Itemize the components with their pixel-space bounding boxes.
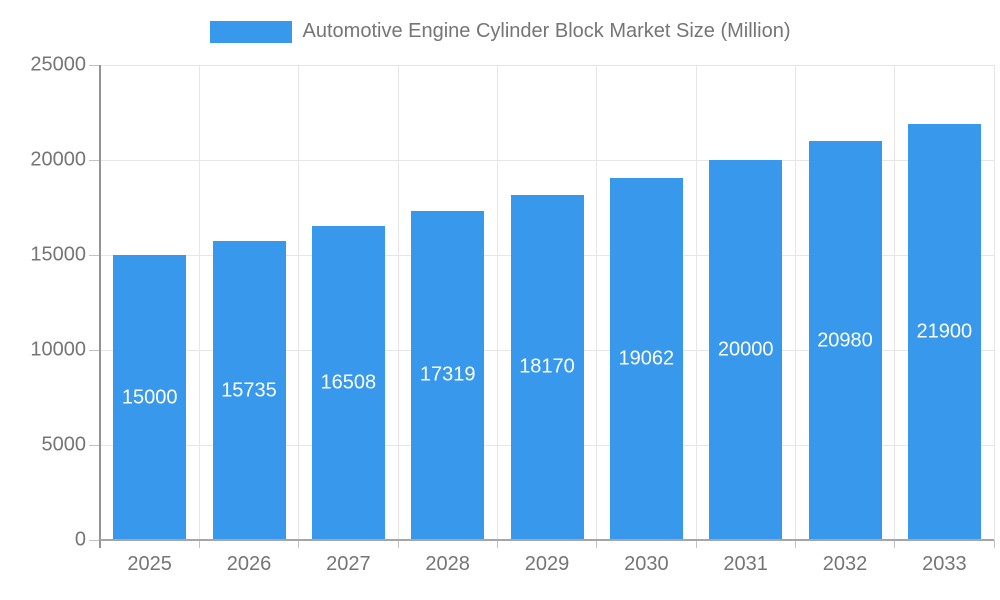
x-axis-line — [100, 539, 994, 541]
y-gridline — [100, 64, 994, 66]
y-axis-tick — [89, 349, 100, 351]
y-gridline — [100, 159, 994, 161]
bar-value-label: 20980 — [817, 329, 873, 352]
x-gridline — [695, 65, 697, 540]
x-gridline — [993, 65, 995, 540]
x-axis-category-label: 2025 — [127, 553, 172, 575]
bar: 17319 — [411, 210, 485, 540]
y-axis-tick — [89, 64, 100, 66]
x-axis-category-label: 2033 — [922, 553, 967, 575]
x-axis-category-label: 2029 — [524, 553, 570, 575]
y-axis-tick-label: 10000 — [30, 338, 86, 361]
legend-swatch-icon — [209, 20, 292, 43]
x-gridline — [596, 65, 598, 540]
bar: 16508 — [311, 226, 385, 540]
plot-area: 0 5000 10000 15000 20000 25000 15000 2025 15735 2… — [30, 54, 995, 575]
x-axis-tick — [596, 540, 598, 548]
bar-value-label: 21900 — [916, 320, 973, 343]
x-axis-tick — [198, 540, 200, 548]
y-axis-line — [99, 65, 101, 548]
y-axis-tick — [89, 254, 100, 256]
x-axis-category-label: 2031 — [723, 553, 768, 575]
bar-value-label: 17319 — [419, 363, 476, 386]
bar-value-label: 15000 — [121, 386, 178, 408]
x-axis-tick — [397, 540, 399, 548]
y-axis-tick-label: 0 — [74, 528, 86, 551]
x-axis-category-label: 2030 — [624, 553, 669, 575]
y-axis-tick-label: 25000 — [30, 53, 86, 76]
bar-value-label: 16508 — [320, 371, 377, 394]
x-axis-tick — [298, 540, 300, 548]
y-axis-tick-label: 15000 — [30, 243, 86, 266]
bar-value-label: 20000 — [717, 338, 774, 361]
bar: 15735 — [212, 241, 286, 540]
x-axis-category-label: 2032 — [822, 553, 868, 575]
bar-value-label: 15735 — [221, 379, 277, 402]
x-gridline — [198, 65, 200, 540]
chart-legend: Automotive Engine Cylinder Block Market … — [0, 20, 1000, 43]
x-axis-tick — [695, 540, 697, 548]
bar-value-label: 18170 — [519, 355, 575, 378]
x-gridline — [397, 65, 399, 540]
bar-value-label: 19062 — [618, 347, 675, 370]
bar: 18170 — [510, 194, 584, 540]
x-gridline — [298, 65, 300, 540]
bar: 20980 — [808, 141, 882, 540]
x-axis-category-label: 2027 — [326, 553, 371, 575]
x-axis-category-label: 2028 — [425, 553, 470, 575]
y-axis-tick — [89, 539, 100, 541]
bar: 20000 — [709, 160, 783, 540]
bar: 21900 — [907, 123, 981, 540]
bar: 19062 — [609, 177, 683, 540]
x-axis-category-label: 2026 — [226, 553, 272, 575]
x-gridline — [794, 65, 796, 540]
x-axis-tick — [496, 540, 498, 548]
x-gridline — [496, 65, 498, 540]
x-axis-tick — [993, 540, 995, 548]
x-gridline — [894, 65, 896, 540]
x-axis-tick — [794, 540, 796, 548]
bar: 15000 — [113, 255, 187, 540]
y-axis-tick — [89, 159, 100, 161]
y-axis-tick-label: 5000 — [41, 433, 87, 456]
y-axis-tick-label: 20000 — [30, 148, 86, 171]
legend-label: Automotive Engine Cylinder Block Market … — [302, 20, 791, 42]
x-axis-tick — [894, 540, 896, 548]
y-axis-tick — [89, 444, 100, 446]
